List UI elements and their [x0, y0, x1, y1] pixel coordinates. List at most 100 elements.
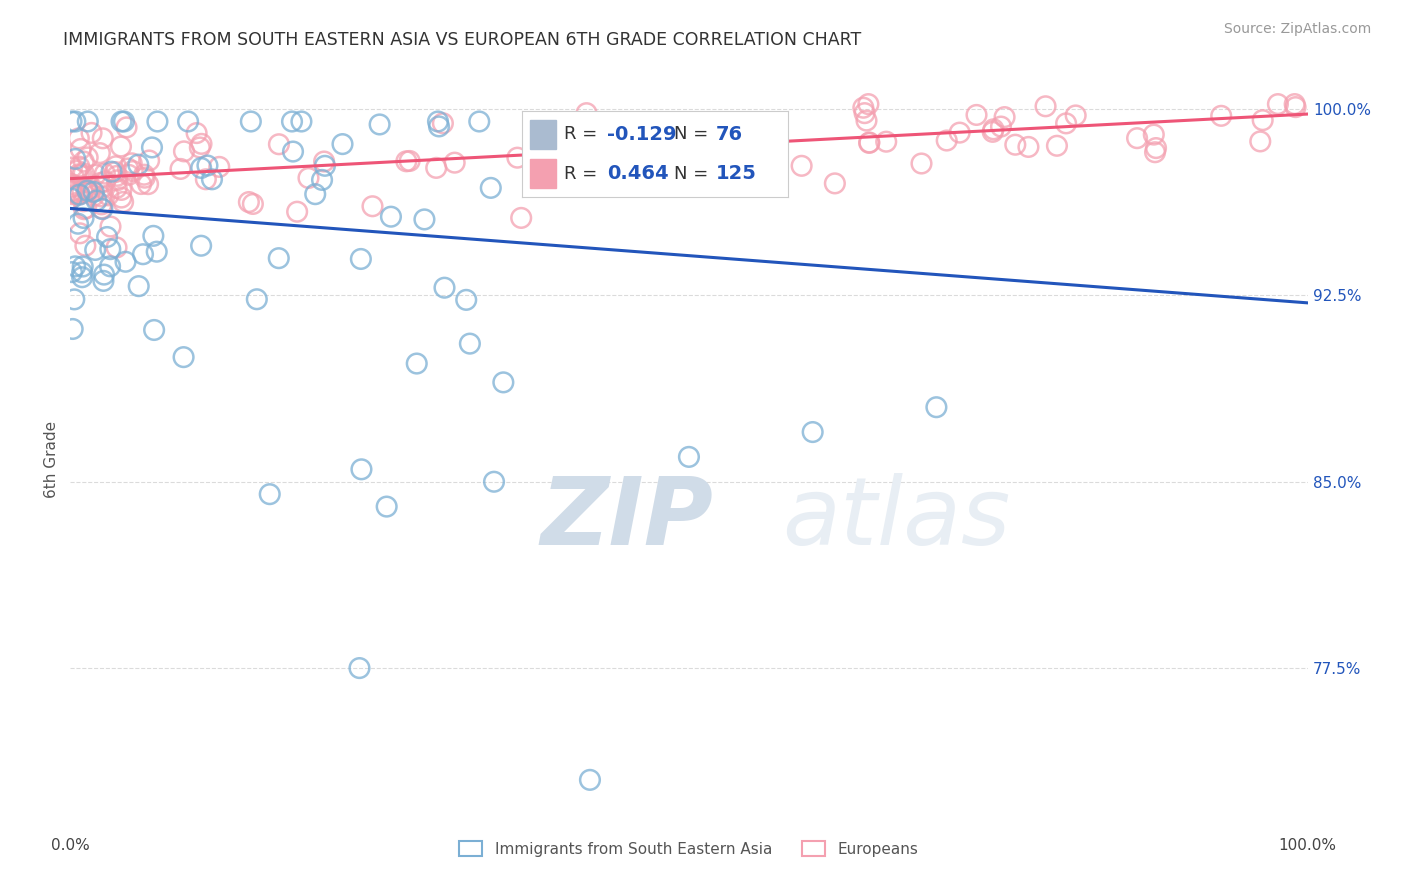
Point [259, 487, 281, 501]
Point [801, 425, 824, 439]
Point [73, 166, 96, 180]
Point [73, 154, 96, 169]
Point [983, 122, 1005, 136]
Point [62, 322, 84, 336]
Point [132, 168, 155, 182]
Point [94, 174, 117, 188]
Point [97, 188, 120, 202]
Point [1064, 108, 1087, 122]
Point [380, 210, 402, 224]
Point [65, 152, 87, 166]
Point [75, 181, 97, 195]
Point [129, 177, 152, 191]
Point [67, 187, 90, 202]
Point [60, 192, 83, 206]
Point [143, 323, 166, 337]
Point [89, 176, 111, 190]
Point [285, 204, 308, 219]
Point [1126, 131, 1149, 145]
Point [853, 106, 876, 120]
Point [121, 164, 143, 178]
Point [67, 160, 90, 174]
Point [427, 114, 450, 128]
Point [145, 244, 167, 259]
Point [62, 187, 84, 202]
Point [70, 168, 93, 182]
Point [80, 181, 103, 195]
Point [127, 158, 149, 172]
Point [1284, 100, 1306, 114]
Point [67, 167, 90, 181]
Point [65, 114, 87, 128]
Point [100, 164, 122, 178]
Point [105, 173, 128, 187]
Point [60, 114, 83, 128]
Point [190, 238, 212, 252]
Point [350, 462, 373, 476]
Text: atlas: atlas [782, 473, 1010, 564]
Point [579, 772, 602, 787]
Point [60, 184, 83, 198]
Text: ZIP: ZIP [540, 473, 713, 565]
Point [361, 199, 384, 213]
Point [169, 161, 191, 176]
Point [112, 114, 135, 128]
Point [1035, 99, 1057, 113]
Point [90, 202, 112, 216]
Point [267, 137, 290, 152]
Point [63, 260, 86, 274]
Point [1284, 97, 1306, 112]
Point [146, 114, 169, 128]
Point [1251, 113, 1274, 128]
Point [94, 167, 117, 181]
Point [350, 252, 373, 266]
Point [132, 247, 155, 261]
Point [84, 168, 107, 182]
Point [66, 187, 89, 202]
Point [575, 106, 598, 120]
Point [492, 376, 515, 390]
Point [1267, 97, 1289, 112]
Point [1004, 137, 1026, 152]
Point [925, 401, 948, 415]
Point [432, 116, 454, 130]
Point [60, 177, 83, 191]
Point [75, 201, 97, 215]
Point [72, 194, 94, 209]
Point [60, 265, 83, 279]
Point [949, 126, 972, 140]
Point [332, 137, 354, 152]
Point [90, 189, 112, 203]
Point [75, 238, 97, 252]
Point [186, 126, 208, 140]
Point [121, 156, 143, 170]
Point [304, 187, 326, 202]
Point [76, 184, 98, 198]
Point [90, 197, 112, 211]
Point [398, 153, 420, 168]
Point [858, 136, 880, 150]
Point [506, 151, 529, 165]
Point [197, 159, 219, 173]
Point [510, 211, 533, 225]
Point [173, 350, 195, 364]
Point [98, 260, 121, 274]
Point [70, 270, 93, 285]
Point [238, 195, 260, 210]
Point [720, 115, 742, 129]
Point [239, 114, 262, 128]
Point [72, 184, 94, 198]
Point [91, 131, 114, 145]
Point [84, 243, 107, 257]
Point [63, 170, 86, 185]
Legend: Immigrants from South Eastern Asia, Europeans: Immigrants from South Eastern Asia, Euro… [453, 834, 925, 863]
Point [66, 163, 89, 178]
Point [190, 161, 212, 175]
Point [1017, 140, 1039, 154]
Point [89, 146, 111, 161]
Point [105, 169, 128, 183]
Point [112, 194, 135, 209]
Point [93, 268, 115, 282]
Point [110, 114, 132, 128]
Point [858, 97, 880, 112]
